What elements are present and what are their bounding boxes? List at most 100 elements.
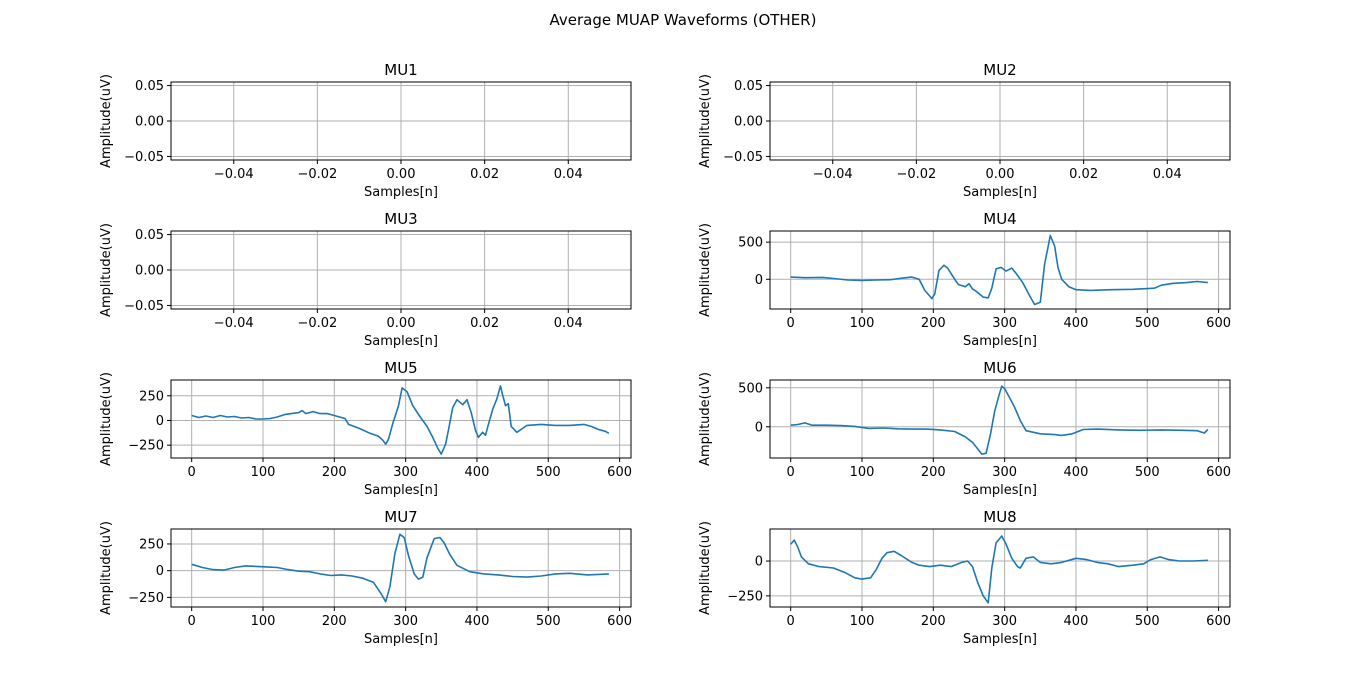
x-axis-label: Samples[n] [963, 185, 1037, 200]
x-tick-label: 0.04 [1153, 167, 1182, 182]
subplot-mu2: −0.04 −0.02 0.00 0.02 0.04 −0.05 0.00 0.05 MU2 Sa… [698, 61, 1231, 200]
x-tick-label: 500 [1135, 316, 1160, 331]
series-line-mu8 [790, 535, 1208, 604]
series-line-mu4 [790, 234, 1208, 306]
subplot-title: MU7 [384, 508, 417, 526]
y-tick-label: 0.00 [135, 115, 164, 130]
x-tick-label: 0 [787, 316, 795, 331]
x-tick-label: 400 [1064, 614, 1089, 629]
y-tick-label: −0.05 [124, 299, 164, 314]
x-tick-label: 200 [921, 614, 946, 629]
x-tick-label: 400 [465, 614, 490, 629]
x-tick-label: 0 [188, 614, 196, 629]
y-tick-label: −250 [128, 591, 164, 606]
x-tick-label: 0 [787, 465, 795, 480]
x-tick-label: 300 [992, 614, 1017, 629]
y-axis-label: Amplitude(uV) [99, 372, 114, 466]
y-tick-label: 0.00 [734, 115, 763, 130]
axes-frame [769, 528, 1231, 608]
x-tick-label: 600 [1206, 465, 1231, 480]
x-tick-label: 100 [251, 614, 276, 629]
y-axis-label: Amplitude(uV) [698, 223, 713, 317]
x-tick-label: 100 [850, 614, 875, 629]
y-axis-label: Amplitude(uV) [698, 74, 713, 168]
x-tick-label: −0.04 [214, 167, 254, 182]
x-axis-label: Samples[n] [963, 483, 1037, 498]
x-axis-label: Samples[n] [364, 334, 438, 349]
subplot-title: MU8 [983, 508, 1016, 526]
y-tick-label: 0 [156, 564, 164, 579]
y-tick-label: 500 [738, 236, 763, 251]
subplot-mu7: 0 100 200 300 400 500 600 −250 0 250 MU7 Samples[n]… [99, 508, 632, 647]
x-axis-label: Samples[n] [364, 632, 438, 647]
x-tick-label: 300 [992, 316, 1017, 331]
x-tick-label: 300 [393, 465, 418, 480]
subplot-title: MU2 [983, 61, 1016, 79]
y-axis-label: Amplitude(uV) [698, 372, 713, 466]
y-tick-label: −0.05 [124, 150, 164, 165]
x-tick-label: 0.04 [554, 167, 583, 182]
y-tick-label: 0.00 [135, 264, 164, 279]
subplot-title: MU1 [384, 61, 417, 79]
subplot-title: MU6 [983, 359, 1016, 377]
x-tick-label: 0 [188, 465, 196, 480]
y-tick-label: −0.05 [723, 150, 763, 165]
x-tick-label: 500 [536, 614, 561, 629]
x-tick-label: −0.02 [297, 316, 337, 331]
subplot-mu3: −0.04 −0.02 0.00 0.02 0.04 −0.05 0.00 0.05 MU3 Sa… [99, 210, 632, 349]
x-tick-label: −0.04 [214, 316, 254, 331]
x-tick-label: 0.02 [1069, 167, 1098, 182]
subplot-mu1: −0.04 −0.02 0.00 0.02 0.04 −0.05 0.00 0.05 MU1 Sa… [99, 61, 632, 200]
y-tick-label: 250 [139, 389, 164, 404]
x-tick-label: 200 [921, 316, 946, 331]
series-line-mu7 [191, 533, 609, 603]
x-tick-label: −0.02 [896, 167, 936, 182]
x-tick-label: 300 [393, 614, 418, 629]
x-tick-label: 100 [251, 465, 276, 480]
y-tick-label: 0 [156, 414, 164, 429]
x-tick-label: 500 [536, 465, 561, 480]
x-tick-label: 0.00 [387, 316, 416, 331]
x-tick-label: 0.02 [470, 167, 499, 182]
axes-frame [769, 379, 1231, 459]
x-tick-label: 400 [465, 465, 490, 480]
x-tick-label: 500 [1135, 465, 1160, 480]
subplot-mu8: 0 100 200 300 400 500 600 −250 0 MU8 Samples[n] Amp… [698, 508, 1231, 647]
y-tick-label: 0 [755, 273, 763, 288]
y-tick-label: 0.05 [135, 228, 164, 243]
subplot-title: MU5 [384, 359, 417, 377]
y-axis-label: Amplitude(uV) [99, 74, 114, 168]
x-axis-label: Samples[n] [364, 185, 438, 200]
x-tick-label: 400 [1064, 465, 1089, 480]
y-axis-label: Amplitude(uV) [99, 223, 114, 317]
x-tick-label: 300 [992, 465, 1017, 480]
subplot-title: MU3 [384, 210, 417, 228]
x-tick-label: 200 [322, 465, 347, 480]
x-tick-label: 100 [850, 465, 875, 480]
x-tick-label: 600 [607, 614, 632, 629]
y-axis-label: Amplitude(uV) [99, 521, 114, 615]
x-tick-label: −0.04 [813, 167, 853, 182]
x-axis-label: Samples[n] [364, 483, 438, 498]
x-tick-label: 0.00 [986, 167, 1015, 182]
x-tick-label: 0.00 [387, 167, 416, 182]
y-tick-label: 0.05 [734, 79, 763, 94]
y-tick-label: 0 [755, 555, 763, 570]
subplot-mu6: 0 100 200 300 400 500 600 0 500 MU6 Samples[n] Ampl… [698, 359, 1231, 498]
y-tick-label: −250 [128, 439, 164, 454]
y-tick-label: 500 [738, 381, 763, 396]
y-axis-label: Amplitude(uV) [698, 521, 713, 615]
series-line-mu5 [191, 385, 610, 455]
y-tick-label: 250 [139, 537, 164, 552]
y-tick-label: 0 [755, 420, 763, 435]
subplot-mu5: 0 100 200 300 400 500 600 −250 0 250 MU5 Samples[n]… [99, 359, 632, 498]
x-tick-label: 0 [787, 614, 795, 629]
subplot-title: MU4 [983, 210, 1016, 228]
y-tick-label: −250 [727, 589, 763, 604]
x-tick-label: 0.02 [470, 316, 499, 331]
x-tick-label: 600 [1206, 614, 1231, 629]
subplot-mu4: 0 100 200 300 400 500 600 0 500 MU4 Samples[n] Ampl… [698, 210, 1231, 349]
axes-frame [769, 230, 1231, 310]
x-tick-label: 200 [322, 614, 347, 629]
